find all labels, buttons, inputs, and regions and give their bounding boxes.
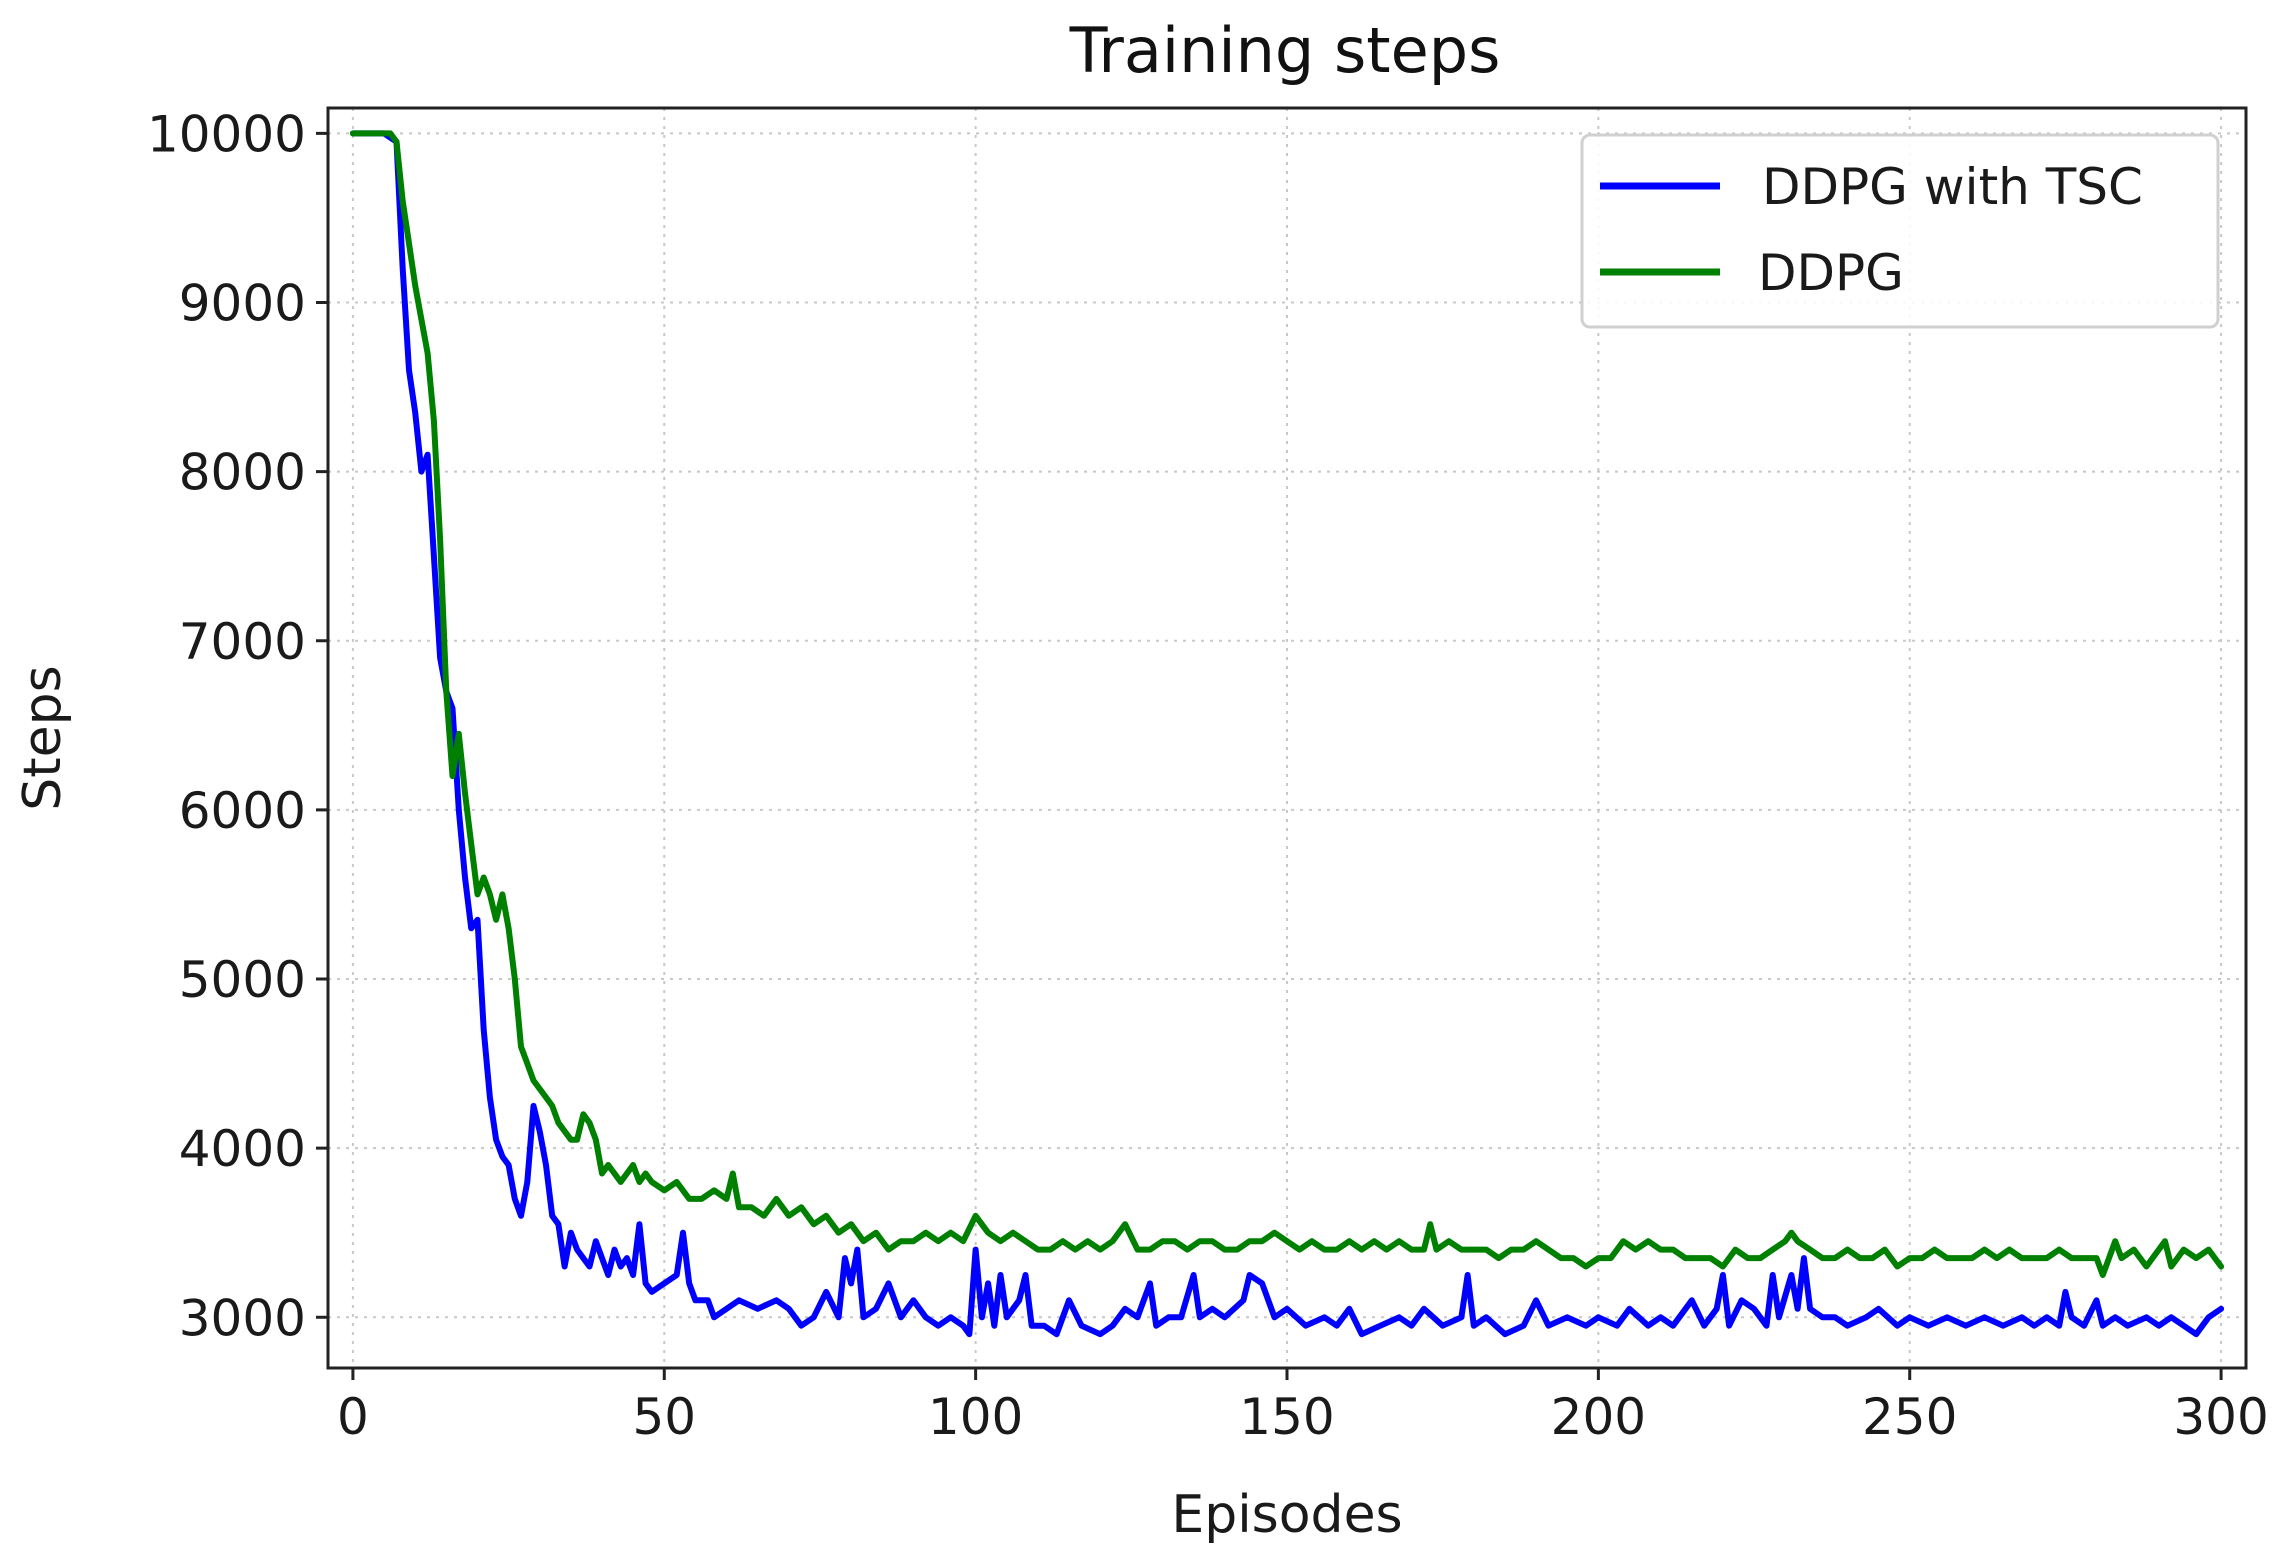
series-line-ddpg-with-tsc xyxy=(349,130,2225,1338)
x-tick-label: 0 xyxy=(337,1388,369,1446)
x-axis-label: Episodes xyxy=(1171,1485,1402,1545)
legend-label-ddpg: DDPG xyxy=(1758,244,1904,302)
x-tick-label: 100 xyxy=(928,1388,1023,1446)
legend-label-ddpg-with-tsc: DDPG with TSC xyxy=(1762,158,2143,216)
y-tick-label: 3000 xyxy=(179,1289,306,1347)
x-tick-label: 300 xyxy=(2173,1388,2268,1446)
series-lines xyxy=(349,130,2225,1338)
axis-ticks: 0 50 100 150 200 250 300 3000 4000 5000 6000 7000 80… xyxy=(147,105,2269,1446)
series-line-ddpg xyxy=(349,130,2225,1278)
y-tick-label: 9000 xyxy=(179,274,306,332)
x-tick-label: 250 xyxy=(1862,1388,1957,1446)
legend: DDPG with TSC DDPG xyxy=(1580,133,2220,329)
chart-title: Training steps xyxy=(1069,14,1501,87)
x-tick-label: 200 xyxy=(1551,1388,1646,1446)
x-tick-label: 50 xyxy=(632,1388,696,1446)
y-tick-label: 4000 xyxy=(179,1120,306,1178)
legend-box xyxy=(1580,133,2220,329)
x-tick-label: 150 xyxy=(1239,1388,1334,1446)
y-tick-label: 10000 xyxy=(147,105,306,163)
y-tick-label: 5000 xyxy=(179,951,306,1009)
y-tick-label: 8000 xyxy=(179,444,306,502)
y-axis-label: Steps xyxy=(13,665,73,811)
y-tick-label: 6000 xyxy=(179,782,306,840)
y-tick-label: 7000 xyxy=(179,613,306,671)
